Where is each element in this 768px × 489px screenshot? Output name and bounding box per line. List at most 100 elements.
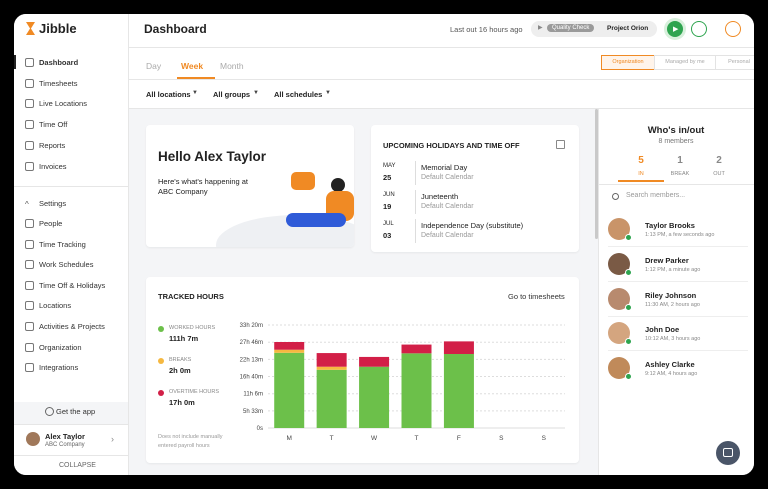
stat-label[interactable]: IN: [638, 171, 644, 177]
member-name[interactable]: Drew Parker: [645, 255, 689, 265]
nav-item[interactable]: Work Schedules: [39, 260, 94, 270]
nav-icon: [25, 301, 34, 311]
search-members[interactable]: Search members...: [626, 192, 686, 199]
bar-segment: [316, 353, 347, 367]
user-clock-button[interactable]: [691, 21, 707, 37]
member-name[interactable]: Ashley Clarke: [645, 360, 695, 370]
get-app-bar[interactable]: [14, 402, 128, 424]
nav-item[interactable]: Organization: [39, 342, 82, 352]
nav-icon: [25, 322, 34, 331]
nav-item[interactable]: Integrations: [39, 363, 79, 373]
timesheets-link[interactable]: Go to timesheets: [508, 292, 565, 301]
get-app[interactable]: Get the app: [56, 407, 96, 416]
member-name[interactable]: Riley Johnson: [645, 290, 697, 300]
filter[interactable]: All schedules: [274, 90, 323, 99]
nav-section[interactable]: Settings: [39, 199, 67, 208]
nav-item[interactable]: Time Tracking: [39, 239, 86, 249]
view-mode[interactable]: Managed by me: [654, 55, 716, 70]
nav-item[interactable]: Locations: [39, 301, 72, 311]
nav-icon: [25, 99, 34, 109]
calendar-icon[interactable]: [556, 140, 565, 149]
nav-item[interactable]: People: [39, 219, 63, 228]
stat-value[interactable]: 2: [716, 155, 722, 166]
holiday-name: Memorial Day: [421, 163, 468, 172]
scrollbar[interactable]: [595, 109, 598, 239]
clock-in-button[interactable]: [667, 21, 683, 37]
legend-dot: [158, 326, 164, 332]
nav-item[interactable]: Reports: [39, 140, 66, 150]
nav-item[interactable]: Timesheets: [39, 78, 78, 88]
legend-total: 111h 7m: [169, 334, 199, 343]
member-avatar[interactable]: [608, 218, 630, 240]
member-avatar[interactable]: [608, 287, 630, 310]
member-name[interactable]: John Doe: [645, 325, 680, 335]
x-tick-label: F: [457, 435, 461, 442]
holidays-card: UPCOMING HOLIDAYS AND TIME OFF MAY 25 Memo…: [371, 125, 579, 252]
members-count: 8 members: [658, 138, 694, 145]
user-name[interactable]: Alex Taylor: [45, 432, 85, 441]
brand: Jibble: [39, 21, 77, 36]
holiday-calendar: Default Calendar: [421, 203, 474, 210]
member-avatar[interactable]: [608, 357, 630, 380]
divider: [608, 350, 748, 352]
greeting-line: ABC Company: [158, 187, 208, 196]
filter[interactable]: All groups: [213, 90, 251, 99]
nav-item[interactable]: Invoices: [39, 161, 67, 171]
chat-button[interactable]: [716, 441, 740, 465]
illustration-legs: [286, 213, 346, 227]
y-tick-label: 33h 20m: [240, 323, 263, 329]
nav-item[interactable]: Activities & Projects: [39, 322, 105, 331]
legend-total: 17h 0m: [169, 398, 195, 407]
bar-segment: [316, 366, 347, 370]
tracked-note: Does not include manually: [158, 434, 223, 440]
tab-underline: [177, 77, 215, 79]
divider: [129, 79, 754, 80]
nav-icon: [25, 58, 34, 67]
nav-item[interactable]: Time Off: [39, 120, 68, 130]
holiday-divider: [415, 161, 416, 185]
legend-label: WORKED HOURS: [169, 325, 215, 331]
collapse[interactable]: COLLAPSE: [59, 462, 96, 469]
member-name[interactable]: Taylor Brooks: [645, 221, 695, 230]
holiday-month: MAY: [383, 163, 396, 169]
tab[interactable]: Week: [181, 61, 204, 71]
tracked-title: TRACKED HOURS: [158, 292, 224, 301]
stat-label[interactable]: BREAK: [670, 171, 690, 177]
nav-item[interactable]: Live Locations: [39, 99, 87, 109]
holidays-title: UPCOMING HOLIDAYS AND TIME OFF: [383, 141, 520, 150]
tab[interactable]: Day: [146, 61, 162, 71]
tracked-note: entered payroll hours: [158, 443, 210, 449]
member-avatar[interactable]: [608, 252, 630, 275]
nav-item[interactable]: Dashboard: [39, 58, 79, 67]
nav-icon: [25, 78, 34, 88]
nav-icon: [25, 140, 34, 150]
nav-icon: [25, 161, 34, 171]
download-icon: [45, 407, 54, 416]
member-avatar[interactable]: [608, 322, 630, 345]
user-company: ABC Company: [45, 442, 85, 448]
x-tick-label: T: [415, 435, 419, 442]
x-tick-label: M: [287, 435, 292, 442]
user-avatar[interactable]: [26, 432, 40, 446]
project: Project Orion: [607, 25, 649, 32]
dropdown-arrow: ▼: [192, 90, 198, 96]
stat-label[interactable]: OUT: [713, 171, 725, 177]
filter[interactable]: All locations: [146, 90, 191, 99]
nav-icon: ^: [25, 200, 29, 209]
status-dot: [625, 268, 632, 276]
stat-value[interactable]: 5: [638, 155, 644, 166]
tab[interactable]: Month: [220, 61, 244, 71]
bar-segment: [443, 341, 474, 354]
nav-item[interactable]: Time Off & Holidays: [39, 280, 106, 290]
view-mode[interactable]: Personal: [715, 55, 754, 70]
nav-icon: [25, 280, 34, 290]
sidebar: Jibble Get the app Alex Taylor ABC Compa…: [14, 14, 129, 475]
notes-button[interactable]: [725, 21, 741, 37]
y-tick-label: 0s: [257, 426, 263, 432]
holiday-day: 25: [383, 173, 392, 182]
stat-value[interactable]: 1: [677, 155, 683, 166]
status-dot: [625, 338, 632, 346]
x-tick-label: S: [499, 435, 504, 442]
view-mode[interactable]: Organization: [601, 55, 655, 70]
member-time: 9:12 AM, 4 hours ago: [645, 371, 698, 378]
